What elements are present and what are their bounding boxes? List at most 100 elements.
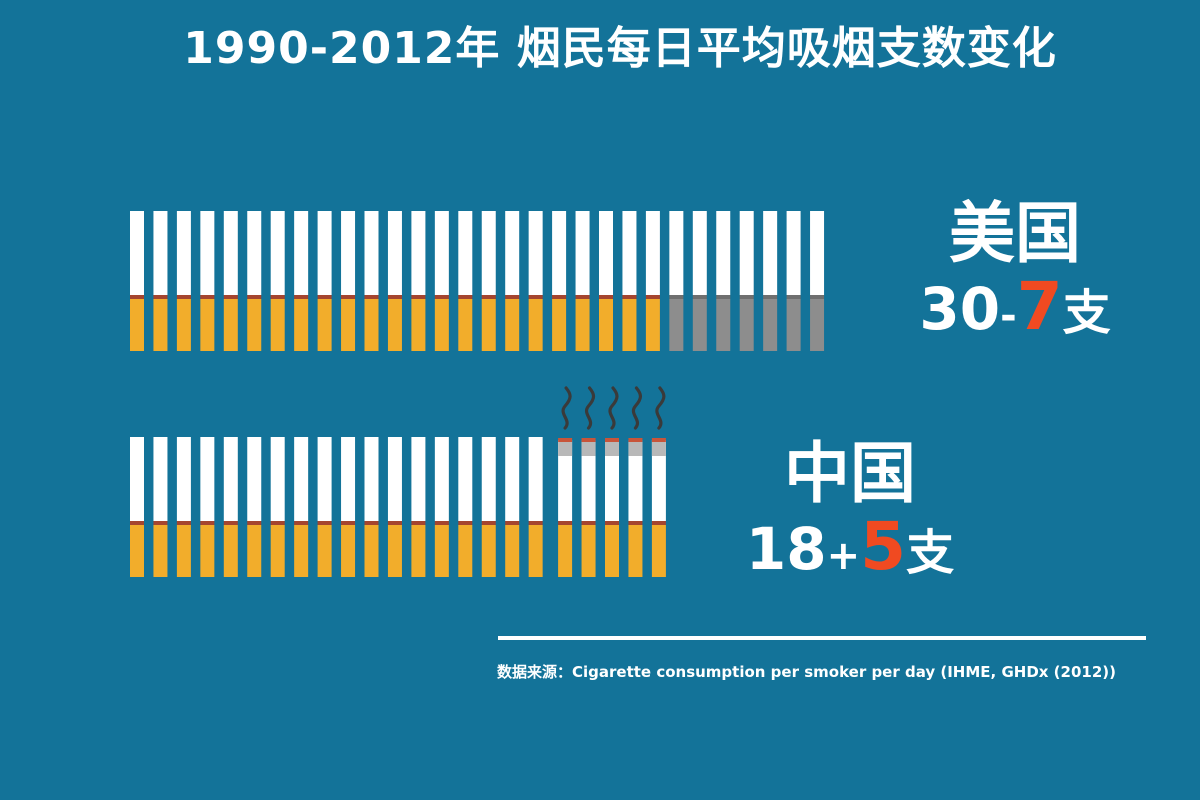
us-cigarette (599, 211, 613, 351)
cigarette-band (270, 521, 285, 525)
us-cigarette (458, 211, 473, 351)
cigarette-filter (692, 299, 707, 351)
us-cigarette (341, 211, 356, 351)
cigarette-paper (176, 211, 191, 295)
cigarette-paper (247, 211, 262, 295)
smoke-icon (584, 386, 596, 430)
cigarette-paper (294, 211, 309, 295)
cigarette-paper (528, 437, 543, 521)
cigarette-paper (552, 211, 567, 295)
cigarette-paper (270, 211, 285, 295)
cigarette-band (130, 295, 144, 299)
us-cigarette-removed (692, 211, 707, 351)
cigarette-band (294, 295, 309, 299)
cigarette-filter (458, 525, 473, 577)
cigarette-ash (651, 442, 666, 456)
cigarette-band (763, 295, 778, 299)
cigarette-filter (458, 299, 473, 351)
us-cigarette (200, 211, 215, 351)
cigarette-band (458, 521, 473, 525)
us-label: 美国 30-7支 (905, 196, 1125, 351)
cigarette-paper (387, 211, 402, 295)
cigarette-filter (223, 525, 238, 577)
cigarette-paper (411, 211, 426, 295)
cigarette-band (364, 521, 379, 525)
cn-cigarette (458, 437, 473, 577)
cigarette-filter (763, 299, 778, 351)
cigarette-band (505, 521, 520, 525)
chart-title: 1990-2012年 烟民每日平均吸烟支数变化 (183, 23, 1057, 74)
cigarette-band (247, 295, 262, 299)
cigarette-paper (505, 437, 520, 521)
us-cigarette (505, 211, 520, 351)
us-cigarette (317, 211, 332, 351)
cn-value: 18+5支 (740, 512, 960, 591)
cigarette-paper (294, 437, 309, 521)
cigarette-paper (387, 437, 402, 521)
cigarette-band (739, 295, 754, 299)
cigarette-paper (763, 211, 778, 295)
us-cigarette-removed (786, 211, 801, 351)
cigarette-filter (294, 525, 309, 577)
cigarette-band (317, 521, 332, 525)
cigarette-ember (605, 438, 619, 442)
cigarette-band (558, 521, 573, 525)
cn-cigarette-added (581, 386, 596, 577)
cigarette-band (387, 295, 402, 299)
cigarette-band (317, 295, 332, 299)
cigarette-paper (434, 437, 449, 521)
us-unit: 支 (1062, 285, 1111, 341)
cigarette-band (528, 295, 543, 299)
cigarette-filter (505, 525, 520, 577)
cigarette-band (651, 521, 666, 525)
cigarette-band (130, 521, 144, 525)
cn-base-value: 18 (745, 515, 827, 583)
us-cigarette-removed (763, 211, 778, 351)
cigarette-band (552, 295, 567, 299)
cigarette-band (341, 521, 356, 525)
cn-cigarette (153, 437, 168, 577)
cn-cigarette (223, 437, 238, 577)
cigarette-band (200, 295, 215, 299)
cigarette-filter (481, 299, 496, 351)
smoke-icon (631, 386, 643, 430)
us-cigarette (294, 211, 309, 351)
cn-cigarette-added (651, 386, 666, 577)
us-cigarette (223, 211, 238, 351)
cigarette-filter (270, 525, 285, 577)
cigarette-band (341, 295, 356, 299)
cn-cigarette (528, 437, 543, 577)
cigarette-filter (739, 299, 754, 351)
cigarette-band (153, 295, 168, 299)
cigarette-filter (153, 525, 168, 577)
cigarette-filter (481, 525, 496, 577)
cigarette-band (176, 521, 191, 525)
cigarette-band (481, 295, 496, 299)
cn-cigarette (364, 437, 379, 577)
cigarette-band (434, 295, 449, 299)
cigarette-paper (605, 440, 619, 521)
cigarette-filter (341, 525, 356, 577)
cigarette-filter (605, 525, 619, 577)
cigarette-band (411, 295, 426, 299)
cigarette-filter (669, 299, 684, 351)
cigarette-paper (481, 211, 496, 295)
cigarette-ash (628, 442, 643, 456)
us-cigarette (130, 211, 144, 351)
us-cigarette-removed (669, 211, 684, 351)
cigarette-paper (581, 440, 596, 521)
cigarette-band (270, 295, 285, 299)
cn-label: 中国 18+5支 (740, 436, 960, 591)
cigarette-filter (716, 299, 731, 351)
cigarette-paper (669, 211, 684, 295)
us-cigarette (387, 211, 402, 351)
cigarette-band (247, 521, 262, 525)
us-operator: - (1000, 293, 1017, 339)
cigarette-filter (317, 299, 332, 351)
cigarette-filter (247, 525, 262, 577)
us-cigarette-removed (810, 211, 825, 351)
cigarette-filter (176, 299, 191, 351)
cigarette-band (528, 521, 543, 525)
cigarette-filter (270, 299, 285, 351)
us-cigarette (552, 211, 567, 351)
